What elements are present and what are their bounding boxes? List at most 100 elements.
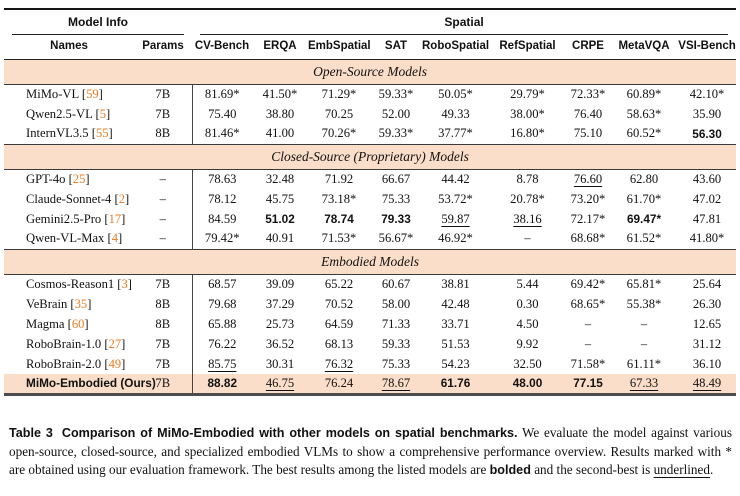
value-cell: 70.26* xyxy=(321,126,357,141)
value-cell: 46.92* xyxy=(438,231,473,246)
value-cell: 70.52 xyxy=(324,296,354,311)
citation-link[interactable]: 17 xyxy=(108,211,122,226)
value-cell: 85.75 xyxy=(191,354,252,374)
value-cell: 48.49 xyxy=(678,374,737,394)
table-row: RoboBrain-1.0 [27] 7B 76.22 36.52 68.13 59.33… xyxy=(4,334,736,354)
params-cell: 7B xyxy=(155,86,171,101)
benchmark-table: Model Info Spatial Names Params CV-Bench ER… xyxy=(4,8,737,396)
caption-period: . xyxy=(709,462,714,477)
value-cell: 64.59 xyxy=(324,316,354,331)
params-cell: – xyxy=(159,171,166,186)
table-row: Gemini2.5-Pro [17] – 84.59 51.02 78.74 79.33 5… xyxy=(4,209,736,229)
citation-link[interactable]: 27 xyxy=(108,336,122,351)
model-name-cell: Magma [60] xyxy=(4,314,134,334)
value-cell: 40.91 xyxy=(265,231,295,246)
value-cell: 25.64 xyxy=(692,276,722,291)
citation-link[interactable]: 2 xyxy=(118,191,125,206)
value-cell: 65.81* xyxy=(626,276,662,291)
value-cell: – xyxy=(584,336,592,351)
model-name-cell: Gemini2.5-Pro [17] xyxy=(4,209,134,229)
column-header-params: Params xyxy=(134,35,192,60)
value-cell: 75.33 xyxy=(381,356,411,371)
value-cell: 38.81 xyxy=(441,276,470,291)
column-header-names: Names xyxy=(4,35,134,60)
table-row: InternVL3.5 [55] 8B 81.46* 41.00 70.26* 59.33… xyxy=(4,124,736,144)
citation-brackets: [5] xyxy=(92,106,111,121)
value-cell: 55.38* xyxy=(626,296,662,311)
value-cell: 43.60 xyxy=(692,171,722,186)
value-cell: 71.29* xyxy=(321,86,357,101)
column-header-robospatial: RoboSpatial xyxy=(422,35,489,60)
citation-link[interactable]: 49 xyxy=(108,356,122,371)
caption-underlined-word: underlined xyxy=(653,462,710,477)
value-cell: 78.67 xyxy=(370,374,422,394)
citation-brackets: [35] xyxy=(67,296,92,311)
value-cell: 69.47* xyxy=(626,212,662,226)
column-header-sat: SAT xyxy=(370,35,422,60)
citation-link[interactable]: 5 xyxy=(99,106,106,121)
value-cell: 37.29 xyxy=(265,296,295,311)
model-name: Gemini2.5-Pro xyxy=(26,211,102,226)
value-cell: 66.67 xyxy=(381,171,411,186)
value-cell: 32.50 xyxy=(513,356,542,371)
model-name: Qwen2.5-VL xyxy=(26,106,93,121)
value-cell: 76.32 xyxy=(324,356,354,371)
value-cell: 78.63 xyxy=(191,169,252,189)
citation-link[interactable]: 4 xyxy=(111,231,118,246)
value-cell: 76.24 xyxy=(308,374,370,394)
table-row: MiMo-Embodied (Ours) 7B 88.82 46.75 76.24 78.… xyxy=(4,374,737,394)
value-cell: 41.80* xyxy=(689,231,725,246)
caption-bolded-word: bolded xyxy=(489,463,531,477)
section-header: Open-Source Models xyxy=(4,58,737,85)
citation-link[interactable]: 3 xyxy=(121,276,128,291)
group-header-spatial: Spatial xyxy=(200,12,729,35)
value-cell: 41.50* xyxy=(262,86,298,101)
value-cell: 38.16 xyxy=(513,211,542,226)
value-cell: 88.82 xyxy=(191,374,252,394)
citation-link[interactable]: 25 xyxy=(72,171,86,186)
section-band: Closed-Source (Proprietary) Models xyxy=(4,143,737,170)
value-cell: 26.30 xyxy=(692,296,722,311)
table-row: Qwen2.5-VL [5] 7B 75.40 38.80 70.25 52.00 49.3… xyxy=(4,104,736,124)
value-cell: 20.78* xyxy=(510,191,545,206)
value-cell: 79.68 xyxy=(191,294,252,314)
column-header-cv-bench: CV-Bench xyxy=(192,35,252,60)
value-cell: 79.33 xyxy=(381,212,411,226)
value-cell: 30.31 xyxy=(265,356,295,371)
value-cell: 60.89* xyxy=(626,86,662,101)
value-cell: 71.33 xyxy=(381,316,411,331)
citation-link[interactable]: 60 xyxy=(71,316,85,331)
params-cell: 7B xyxy=(155,276,171,291)
value-cell: 38.80 xyxy=(265,106,295,121)
value-cell: 56.67* xyxy=(378,231,414,246)
citation-link[interactable]: 35 xyxy=(74,296,88,311)
value-cell: 76.40 xyxy=(573,106,603,121)
value-cell: 75.10 xyxy=(573,126,603,141)
value-cell: 16.80* xyxy=(510,126,545,141)
citation-link[interactable]: 55 xyxy=(95,126,109,141)
model-name-cell: VeBrain [35] xyxy=(4,294,134,314)
value-cell: 61.76 xyxy=(422,374,489,394)
group-header-row: Model Info Spatial xyxy=(4,9,736,35)
column-header-refspatial: RefSpatial xyxy=(489,35,566,60)
value-cell: 77.15 xyxy=(566,374,610,394)
citation-brackets: [60] xyxy=(64,316,89,331)
value-cell: 81.69* xyxy=(191,84,252,104)
model-name-cell: Claude-Sonnet-4 [2] xyxy=(4,189,134,209)
params-cell: 8B xyxy=(155,126,171,141)
params-cell: 8B xyxy=(155,296,171,311)
value-cell: 49.33 xyxy=(441,106,470,121)
value-cell: 50.05* xyxy=(438,86,473,101)
value-cell: 69.42* xyxy=(570,276,606,291)
params-cell: 7B xyxy=(134,374,192,394)
citation-link[interactable]: 59 xyxy=(86,86,99,101)
value-cell: 58.63* xyxy=(626,106,662,121)
value-cell: – xyxy=(640,336,648,351)
model-name-cell: InternVL3.5 [55] xyxy=(4,124,134,144)
column-header-crpe: CRPE xyxy=(566,35,610,60)
value-cell: 71.53* xyxy=(321,231,357,246)
section-header: Closed-Source (Proprietary) Models xyxy=(4,143,737,170)
value-cell: 59.33* xyxy=(378,126,414,141)
value-cell: 36.52 xyxy=(265,336,295,351)
value-cell: 78.12 xyxy=(191,189,252,209)
